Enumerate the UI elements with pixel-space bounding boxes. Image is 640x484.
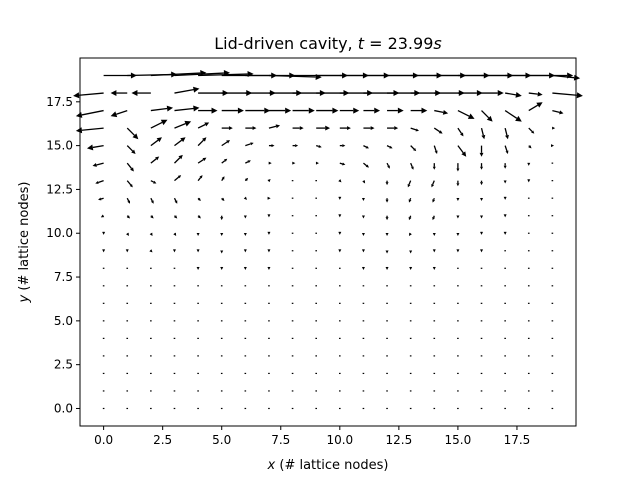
y-tick-label: 15.0 bbox=[46, 139, 73, 153]
arrow-shaft bbox=[410, 198, 411, 200]
arrow-shaft bbox=[434, 216, 435, 218]
arrow-shaft bbox=[529, 146, 530, 147]
y-tick-label: 5.0 bbox=[54, 314, 73, 328]
x-tick-label: 7.5 bbox=[271, 433, 290, 447]
arrow-shaft bbox=[316, 146, 319, 147]
arrow-shaft bbox=[151, 216, 152, 217]
x-tick-label: 10.0 bbox=[326, 433, 353, 447]
arrow-shaft bbox=[101, 198, 104, 199]
x-axis-label: x (# lattice nodes) bbox=[267, 458, 389, 473]
arrow-shaft bbox=[174, 216, 175, 217]
chart-title: Lid-driven cavity, t = 23.99s bbox=[214, 34, 441, 53]
x-tick-label: 17.5 bbox=[504, 433, 531, 447]
arrow-shaft bbox=[198, 216, 199, 217]
y-tick-label: 0.0 bbox=[54, 401, 73, 415]
x-tick-label: 15.0 bbox=[445, 433, 472, 447]
x-tick-label: 5.0 bbox=[212, 433, 231, 447]
y-axis-label: y (# lattice nodes) bbox=[17, 182, 32, 304]
arrow-shaft bbox=[340, 163, 343, 164]
x-tick-label: 12.5 bbox=[385, 433, 412, 447]
y-tick-label: 7.5 bbox=[54, 270, 73, 284]
x-tick-label: 2.5 bbox=[153, 433, 172, 447]
y-tick-label: 12.5 bbox=[46, 182, 73, 196]
arrow-shaft bbox=[434, 198, 435, 200]
y-tick-label: 10.0 bbox=[46, 226, 73, 240]
y-tick-label: 17.5 bbox=[46, 95, 73, 109]
x-tick-label: 0.0 bbox=[94, 433, 113, 447]
arrow-shaft bbox=[410, 216, 411, 218]
arrow-shaft bbox=[222, 198, 223, 199]
y-tick-label: 2.5 bbox=[54, 358, 73, 372]
arrow-shaft bbox=[245, 180, 246, 181]
arrow-shaft bbox=[127, 216, 128, 217]
arrow-shaft bbox=[198, 198, 199, 199]
